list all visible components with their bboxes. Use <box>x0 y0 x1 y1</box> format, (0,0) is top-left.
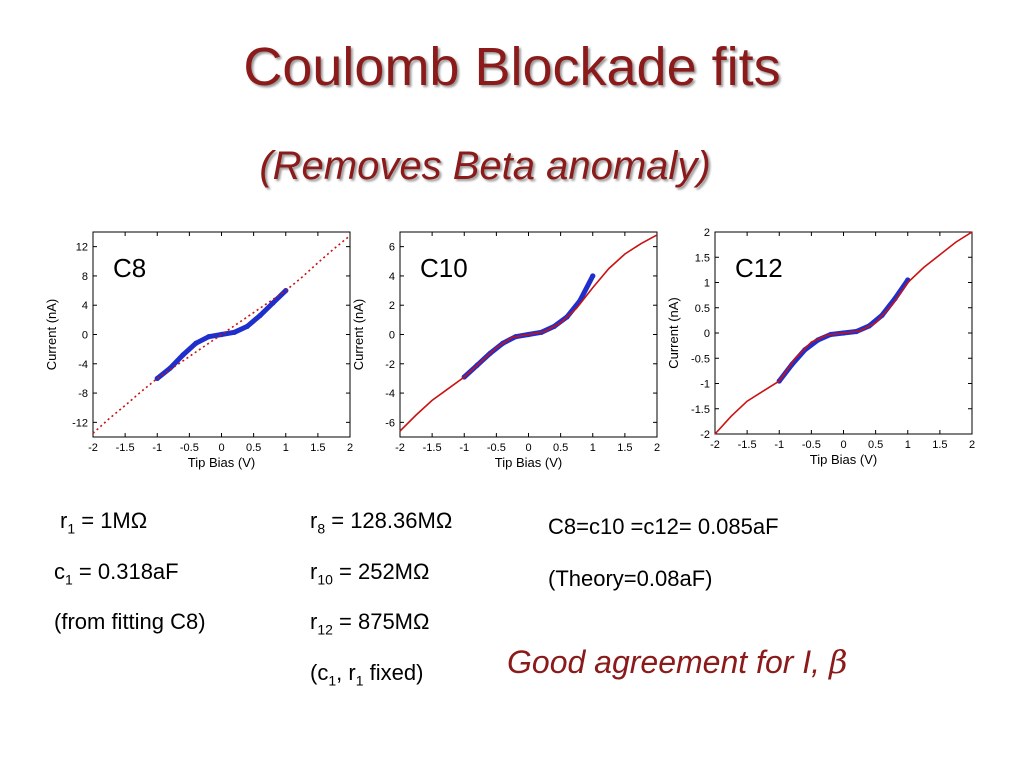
x-tick-label: -2 <box>88 442 98 454</box>
y-axis-label: Current (nA) <box>44 299 59 371</box>
y-tick-label: 0 <box>82 330 88 342</box>
x-tick-label: -0.5 <box>802 439 821 451</box>
x-tick-label: -1.5 <box>116 442 135 454</box>
y-axis-label: Current (nA) <box>666 297 681 369</box>
y-tick-label: 8 <box>82 271 88 283</box>
conclusion-text: Good agreement for I, β <box>507 643 848 681</box>
param-c1: c1 = 0.318aF <box>54 559 179 588</box>
x-tick-label: -1.5 <box>738 439 757 451</box>
y-tick-label: 4 <box>389 271 395 283</box>
x-tick-label: 2 <box>347 442 353 454</box>
x-tick-label: -0.5 <box>180 442 199 454</box>
x-tick-label: 0.5 <box>246 442 261 454</box>
y-tick-label: -8 <box>78 388 88 400</box>
x-tick-label: -2 <box>395 442 405 454</box>
y-tick-label: -4 <box>78 359 88 371</box>
fit-curve <box>714 231 973 435</box>
x-axis-label: Tip Bias (V) <box>495 455 562 470</box>
param-r10: r10 = 252MΩ <box>310 559 430 588</box>
param-note: (from fitting C8) <box>54 609 206 634</box>
panel-label: C10 <box>420 253 468 283</box>
data-point <box>231 329 237 335</box>
slide-subtitle: (Removes Beta anomaly) <box>259 144 711 188</box>
x-tick-label: 0 <box>840 439 846 451</box>
data-point <box>244 323 250 330</box>
param-r12: r12 = 875MΩ <box>310 609 430 638</box>
y-axis-label: Current (nA) <box>351 299 366 371</box>
x-tick-label: 1.5 <box>310 442 325 454</box>
y-tick-label: 0.5 <box>695 303 710 315</box>
x-tick-label: -2 <box>710 439 720 451</box>
y-tick-label: 2 <box>704 227 710 239</box>
y-tick-label: -12 <box>72 417 88 429</box>
y-tick-label: 0 <box>704 328 710 340</box>
x-tick-label: -1 <box>774 439 784 451</box>
x-tick-label: 0.5 <box>868 439 883 451</box>
x-tick-label: 0.5 <box>553 442 568 454</box>
data-point <box>180 352 186 358</box>
x-tick-label: 1 <box>905 439 911 451</box>
y-tick-label: -2 <box>700 429 710 441</box>
data-point <box>206 334 212 340</box>
y-tick-label: 2 <box>389 300 395 312</box>
x-tick-label: -1 <box>459 442 469 454</box>
param-r1: r1 = 1MΩ <box>60 508 148 537</box>
x-axis-label: Tip Bias (V) <box>188 455 255 470</box>
x-tick-label: -1 <box>152 442 162 454</box>
param-theory: (Theory=0.08aF) <box>548 566 713 591</box>
x-tick-label: 1 <box>590 442 596 454</box>
x-tick-label: -0.5 <box>487 442 506 454</box>
y-tick-label: -1 <box>700 379 710 391</box>
x-tick-label: 2 <box>654 442 660 454</box>
y-tick-label: -4 <box>385 388 395 400</box>
x-tick-label: -1.5 <box>423 442 442 454</box>
data-point <box>193 340 199 346</box>
x-tick-label: 0 <box>218 442 224 454</box>
slide-title: Coulomb Blockade fits <box>243 37 781 97</box>
param-equal-c: C8=c10 =c12= 0.085aF <box>548 514 779 539</box>
y-tick-label: 12 <box>76 242 88 254</box>
param-r8: r8 = 128.36MΩ <box>310 508 453 537</box>
fit-curve <box>399 234 658 432</box>
y-tick-label: 4 <box>82 300 88 312</box>
data-point <box>590 273 596 279</box>
panel-label: C12 <box>735 253 783 283</box>
y-tick-label: -2 <box>385 359 395 371</box>
y-tick-label: 1 <box>704 278 710 290</box>
x-axis-label: Tip Bias (V) <box>810 452 877 467</box>
x-tick-label: 2 <box>969 439 975 451</box>
data-point <box>270 300 276 306</box>
param-fixed: (c1, r1 fixed) <box>310 660 424 689</box>
x-tick-label: 1.5 <box>932 439 947 451</box>
x-tick-label: 1 <box>283 442 289 454</box>
data-point <box>257 312 263 319</box>
y-tick-label: -1.5 <box>691 404 710 416</box>
panel-label: C8 <box>113 253 146 283</box>
y-tick-label: -6 <box>385 417 395 429</box>
x-tick-label: 0 <box>525 442 531 454</box>
y-tick-label: 0 <box>389 330 395 342</box>
beta-symbol: β <box>828 643 848 681</box>
y-tick-label: -0.5 <box>691 353 710 365</box>
y-tick-label: 1.5 <box>695 252 710 264</box>
x-tick-label: 1.5 <box>617 442 632 454</box>
y-tick-label: 6 <box>389 242 395 254</box>
